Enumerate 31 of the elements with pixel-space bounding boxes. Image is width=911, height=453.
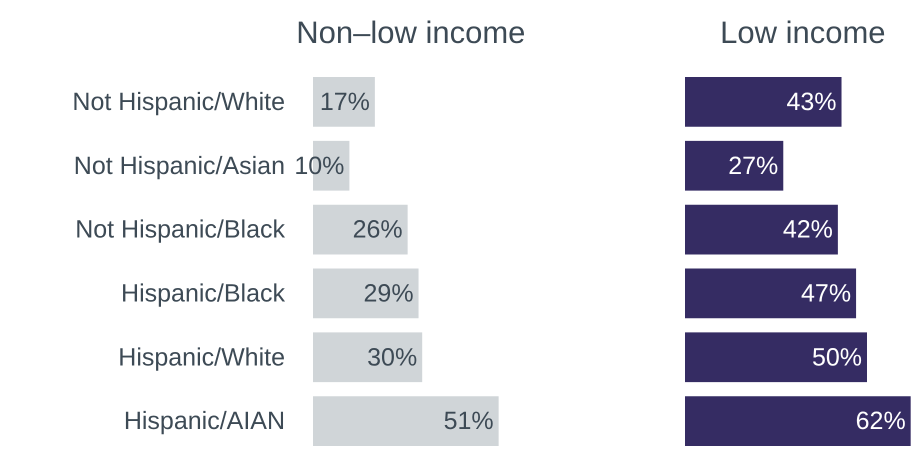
data-label: 42% <box>782 216 833 244</box>
bar <box>313 332 422 382</box>
y-tick-label: Hispanic/AIAN <box>124 407 285 436</box>
data-label: 47% <box>801 279 852 308</box>
data-label: 51% <box>444 407 494 436</box>
chart-title: Non–low income <box>296 15 526 50</box>
bar <box>685 204 838 254</box>
bar <box>313 77 375 127</box>
data-label: 17% <box>320 88 370 116</box>
bar <box>685 268 856 318</box>
data-label: 62% <box>856 407 906 436</box>
data-label: 27% <box>728 152 778 180</box>
y-tick-label: Hispanic/White <box>118 343 285 372</box>
y-tick-label: Not Hispanic/Asian <box>74 152 285 180</box>
bar <box>313 396 499 446</box>
data-label: 26% <box>352 216 403 244</box>
bar <box>685 332 867 382</box>
y-tick-label: Not Hispanic/Black <box>75 216 286 244</box>
bar <box>685 396 911 446</box>
data-label: 43% <box>786 88 837 116</box>
y-tick-label: Hispanic/Black <box>121 279 286 308</box>
data-label: 29% <box>364 279 414 308</box>
data-label: 50% <box>812 343 862 372</box>
chart-title: Low income <box>720 15 886 50</box>
bar <box>313 268 419 318</box>
bar <box>685 77 842 127</box>
data-label: 30% <box>367 343 418 372</box>
y-tick-label: Not Hispanic/White <box>72 88 285 116</box>
bar <box>685 140 784 191</box>
bar <box>313 204 408 254</box>
data-label: 10% <box>294 152 344 180</box>
